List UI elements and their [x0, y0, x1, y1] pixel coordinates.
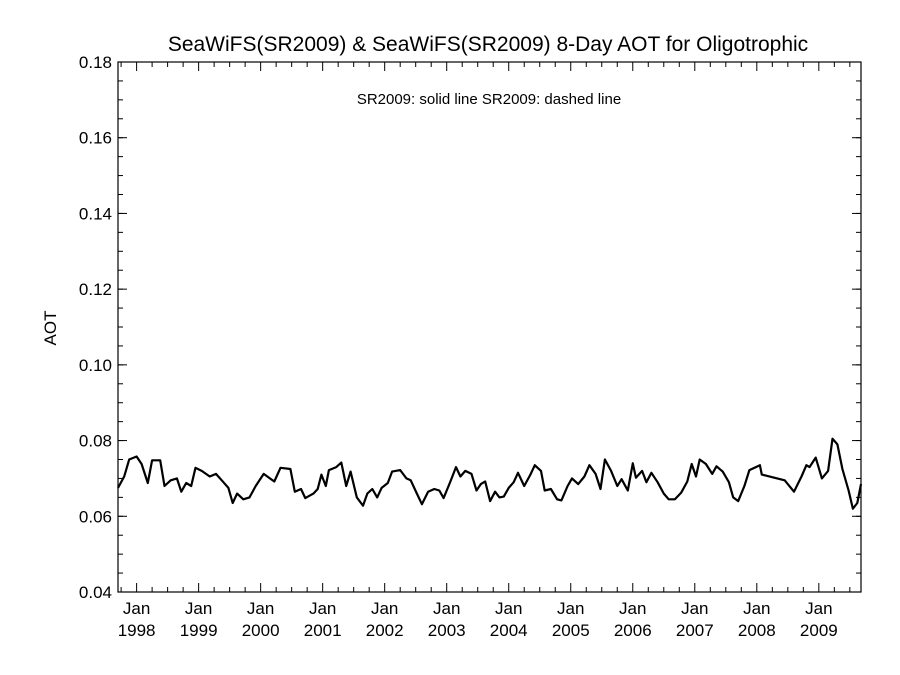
x-tick-year: 2001 — [304, 621, 342, 640]
x-tick-year: 2007 — [676, 621, 714, 640]
plot-frame — [117, 61, 862, 593]
line-style-annotation: SR2009: solid line SR2009: dashed line — [357, 91, 621, 108]
x-tick-year: 1999 — [180, 621, 218, 640]
y-tick-label: 0.08 — [79, 432, 112, 451]
x-tick-month: Jan — [495, 599, 522, 618]
y-tick-label: 0.14 — [79, 204, 112, 223]
chart-title: SeaWiFS(SR2009) & SeaWiFS(SR2009) 8-Day … — [168, 33, 808, 56]
x-tick-year: 2005 — [552, 621, 590, 640]
x-tick-month: Jan — [185, 599, 212, 618]
x-tick-month: Jan — [433, 599, 460, 618]
y-axis: 0.04 0.06 0.08 0.10 0.12 0.14 0.16 0.18 — [79, 53, 861, 602]
series-layer — [117, 437, 863, 510]
x-tick-month: Jan — [371, 599, 398, 618]
y-axis-label: AOT — [41, 311, 60, 346]
x-tick-month: Jan — [309, 599, 336, 618]
y-tick-label: 0.04 — [79, 583, 112, 602]
aot-series-line — [117, 437, 863, 510]
x-tick-year: 1998 — [118, 621, 156, 640]
y-tick-label: 0.16 — [79, 129, 112, 148]
x-tick-month: Jan — [123, 599, 150, 618]
y-tick-label: 0.10 — [79, 356, 112, 375]
x-axis: Jan 1998 Jan 1999 Jan 2000 Jan 2001 Jan 2002 Jan 20… — [118, 62, 851, 640]
x-tick-month: Jan — [681, 599, 708, 618]
x-tick-year: 2006 — [614, 621, 652, 640]
y-tick-label: 0.12 — [79, 280, 112, 299]
x-tick-month: Jan — [805, 599, 832, 618]
x-tick-year: 2003 — [428, 621, 466, 640]
y-tick-label: 0.18 — [79, 53, 112, 72]
x-tick-year: 2004 — [490, 621, 528, 640]
x-tick-year: 2008 — [738, 621, 776, 640]
x-tick-month: Jan — [619, 599, 646, 618]
x-tick-month: Jan — [743, 599, 770, 618]
x-tick-month: Jan — [557, 599, 584, 618]
x-tick-year: 2000 — [242, 621, 280, 640]
y-tick-label: 0.06 — [79, 507, 112, 526]
x-tick-year: 2009 — [800, 621, 838, 640]
x-tick-month: Jan — [247, 599, 274, 618]
x-tick-year: 2002 — [366, 621, 404, 640]
